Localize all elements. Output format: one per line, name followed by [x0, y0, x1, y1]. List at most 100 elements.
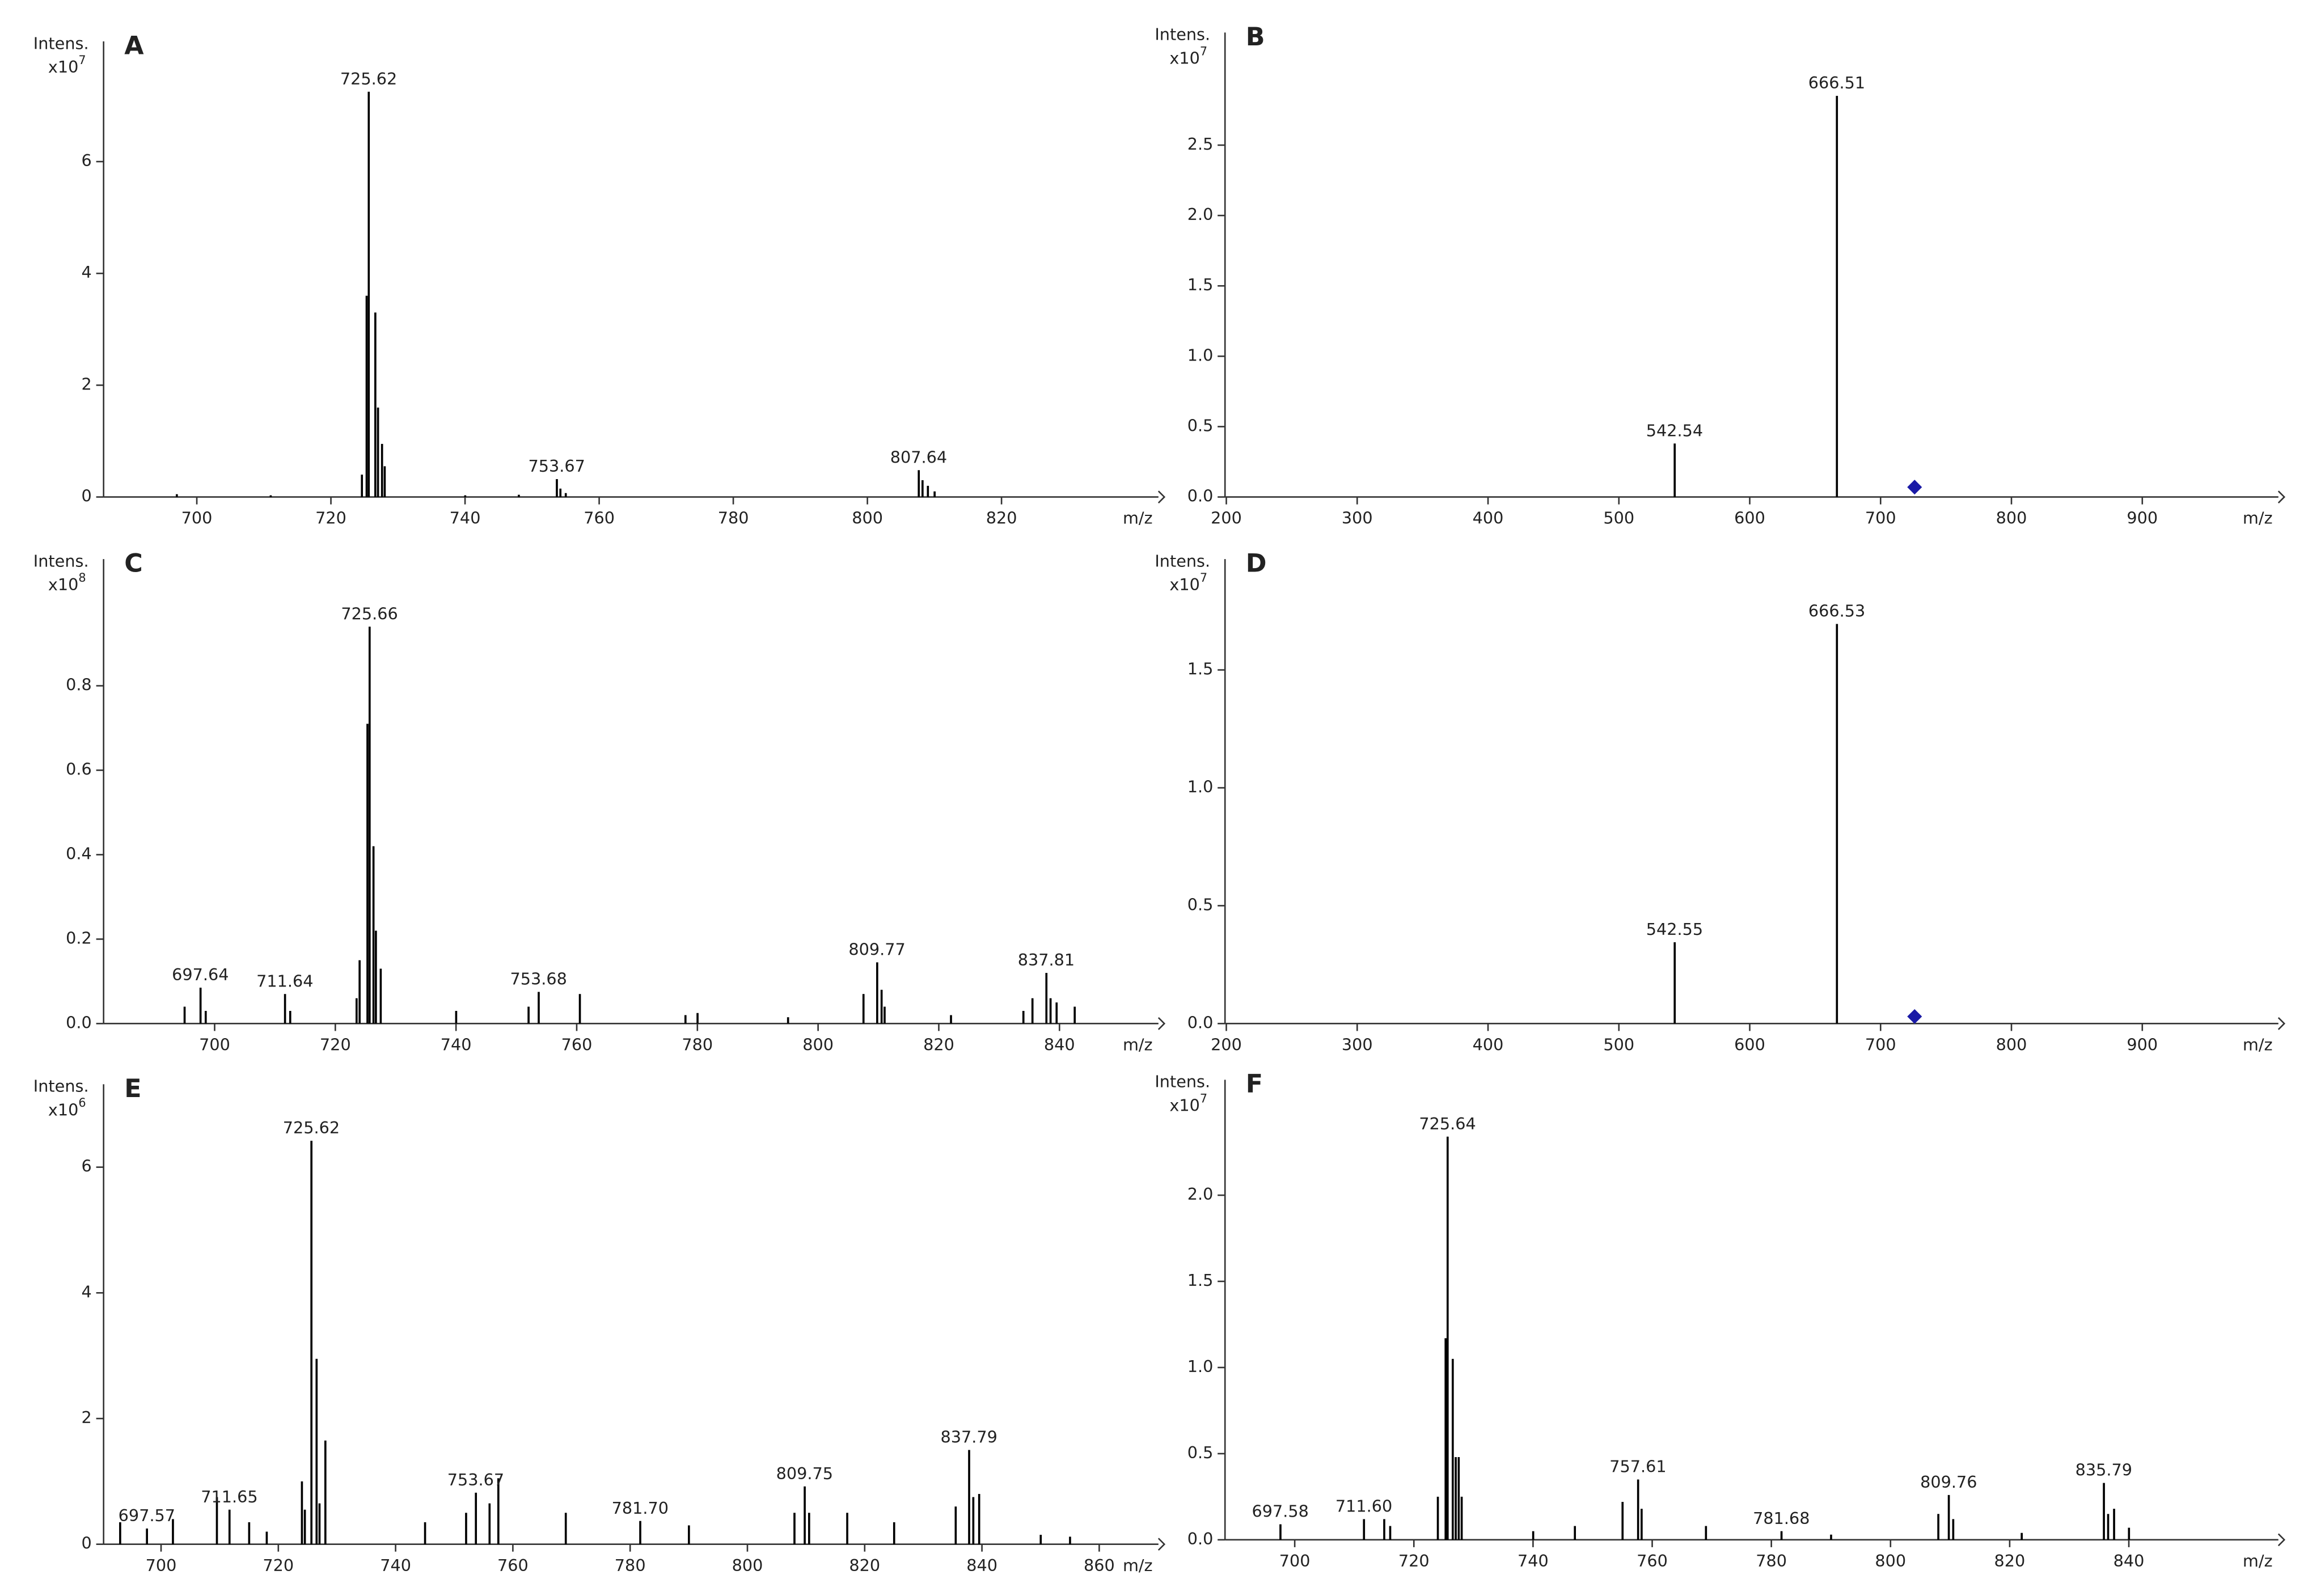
y-exponent-base: x10 [1169, 1095, 1199, 1115]
peak [793, 1513, 796, 1544]
peak [199, 988, 202, 1024]
peak [538, 992, 540, 1024]
x-axis-arrow [2277, 490, 2286, 503]
x-axis-label: m/z [1123, 509, 1153, 528]
peak [368, 626, 371, 1024]
peak [464, 495, 467, 497]
spectrum-panel: A Intens. x10 7 m/z 0 2 4 6 700 720 740 760 780 800 820… [33, 31, 1166, 528]
peak [1055, 1002, 1058, 1024]
peak [1673, 942, 1676, 1024]
y-tick-label: 1.0 [1187, 1357, 1214, 1376]
peak [172, 1519, 174, 1544]
y-tick-label: 1.0 [1187, 777, 1214, 797]
x-tick-label: 400 [1473, 509, 1504, 528]
peak [1444, 1338, 1447, 1540]
peak [176, 494, 178, 497]
y-tick-label: 2.0 [1187, 205, 1214, 224]
peak [372, 846, 375, 1024]
peak [1780, 1531, 1783, 1540]
peak [1436, 1496, 1439, 1540]
x-axis-label: m/z [2243, 1035, 2273, 1054]
peak [846, 1513, 848, 1544]
peak [893, 1522, 895, 1544]
peak-label: 542.54 [1646, 421, 1703, 440]
peak [497, 1478, 500, 1544]
peak-label: 757.61 [1609, 1457, 1666, 1476]
peak [324, 1440, 327, 1544]
x-axis-arrow [1157, 490, 1166, 503]
peak [248, 1522, 251, 1544]
peak-label: 753.67 [447, 1470, 504, 1489]
peak [228, 1509, 231, 1544]
peak-label: 666.53 [1808, 602, 1865, 621]
peak [876, 962, 878, 1024]
peak-label: 697.58 [1252, 1502, 1309, 1521]
peak [880, 989, 883, 1024]
peak [365, 295, 368, 497]
peak [366, 723, 369, 1024]
peak-label: 809.77 [848, 940, 905, 959]
peak-label: 781.68 [1753, 1509, 1810, 1528]
x-tick-label: 760 [1637, 1551, 1668, 1570]
x-tick-label: 400 [1473, 1035, 1504, 1054]
peak [1363, 1519, 1366, 1540]
y-exponent: 7 [1200, 1091, 1207, 1105]
peak [119, 1522, 121, 1544]
peak [1446, 1136, 1449, 1540]
y-exponent: 6 [78, 1096, 86, 1110]
peak [2128, 1527, 2131, 1540]
peak [950, 1015, 952, 1024]
peak [377, 407, 379, 497]
peak [1460, 1496, 1463, 1540]
peak-label: 725.62 [340, 69, 397, 88]
peak [374, 312, 377, 497]
x-tick-label: 700 [1865, 509, 1896, 528]
x-tick-label: 600 [1734, 1035, 1765, 1054]
y-tick-label: 0.0 [1187, 1529, 1214, 1548]
y-tick-label: 0.0 [66, 1013, 92, 1032]
peak [265, 1531, 268, 1544]
peak-label: 835.79 [2075, 1460, 2132, 1480]
y-axis-label: Intens. [1155, 1072, 1210, 1091]
x-tick-label: 720 [320, 1035, 351, 1054]
peak [556, 479, 558, 497]
x-tick-label: 720 [315, 509, 346, 528]
x-tick-label: 760 [497, 1556, 529, 1575]
peak [1621, 1502, 1624, 1540]
peak [358, 960, 361, 1024]
x-tick-label: 720 [263, 1556, 294, 1575]
x-axis-arrow [1157, 1538, 1166, 1551]
x-tick-label: 700 [1865, 1035, 1896, 1054]
peak-label: 725.66 [341, 604, 398, 623]
y-axis-label: Intens. [33, 33, 89, 53]
y-axis-label: Intens. [1155, 25, 1210, 44]
x-tick-label: 900 [2127, 1035, 2158, 1054]
peak [1641, 1509, 1643, 1540]
peak [1574, 1526, 1576, 1540]
peak [954, 1506, 957, 1544]
x-tick-label: 840 [966, 1556, 997, 1575]
peak [1389, 1526, 1392, 1540]
peak-label: 837.79 [941, 1428, 997, 1447]
peak [862, 994, 865, 1024]
x-tick-label: 800 [1996, 1035, 2027, 1054]
peak [204, 1011, 207, 1024]
x-tick-label: 780 [682, 1035, 713, 1054]
peak [1022, 1011, 1025, 1024]
peak [1069, 1536, 1071, 1544]
peak [518, 494, 520, 497]
peak-label: 697.64 [172, 965, 229, 984]
x-tick-label: 760 [561, 1035, 593, 1054]
y-axis-label: Intens. [1155, 551, 1210, 570]
peak [1031, 998, 1034, 1024]
peak [696, 1013, 699, 1024]
y-tick-label: 0.6 [66, 760, 92, 779]
peak [381, 443, 383, 497]
peak [978, 1494, 980, 1544]
peak [1637, 1479, 1639, 1540]
peak [1073, 1006, 1076, 1024]
peak [488, 1503, 491, 1544]
peak-label: 725.62 [283, 1118, 340, 1137]
peak-label: 542.55 [1646, 920, 1703, 939]
y-tick-label: 4 [82, 263, 92, 282]
